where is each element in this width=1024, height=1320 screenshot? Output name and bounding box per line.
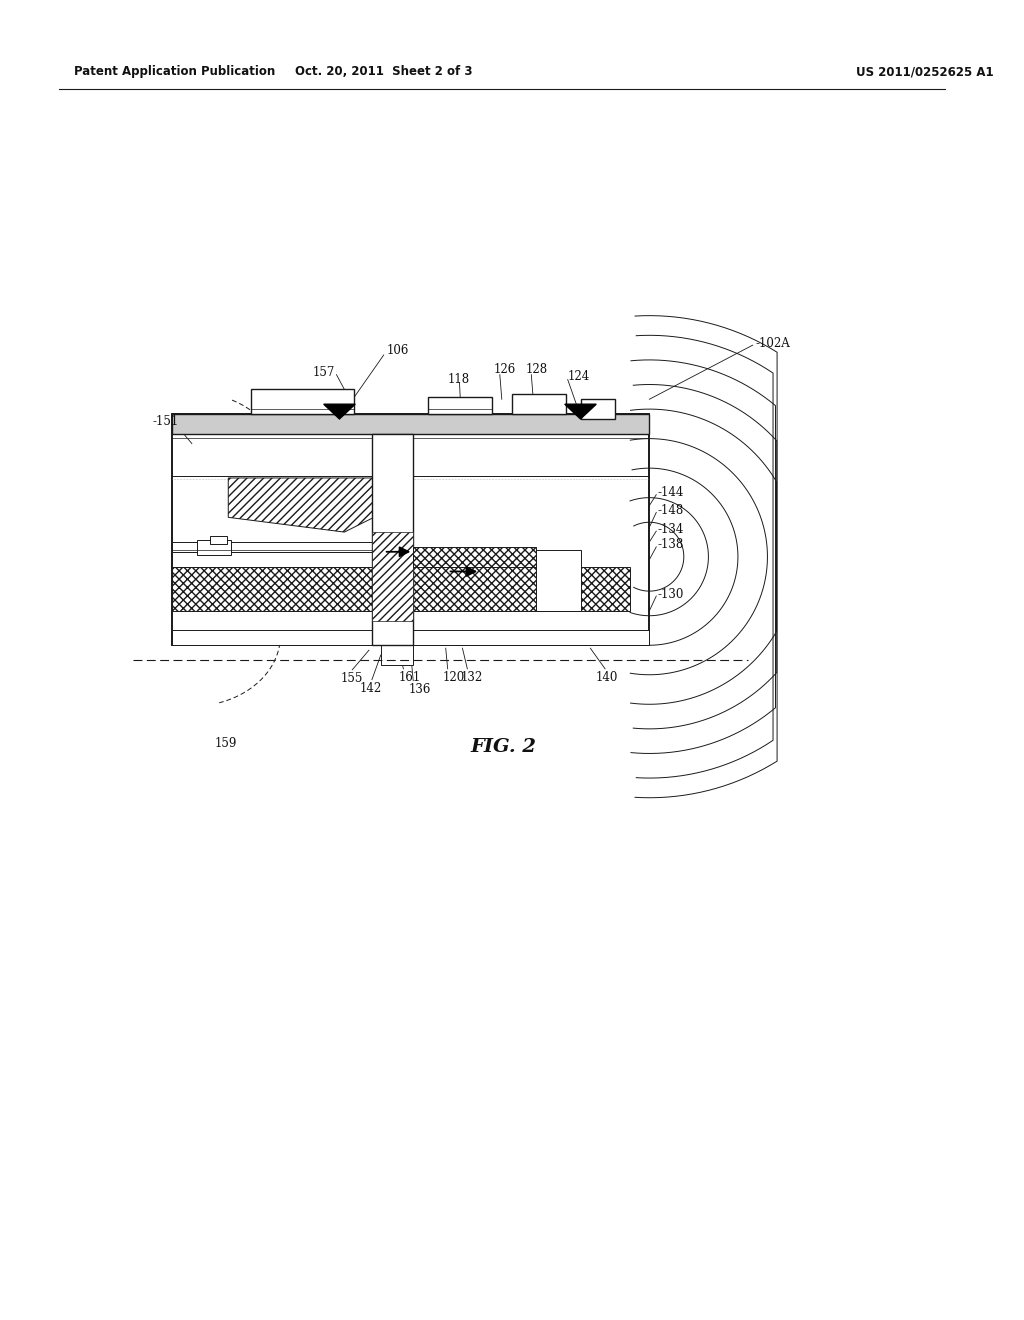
Text: 126: 126: [494, 363, 516, 376]
Polygon shape: [324, 404, 355, 418]
Bar: [172, 552, 372, 566]
Text: 136: 136: [409, 682, 431, 696]
Bar: [172, 543, 372, 552]
Bar: [172, 566, 630, 611]
Polygon shape: [565, 404, 596, 418]
Bar: [172, 414, 649, 645]
Text: 142: 142: [360, 681, 382, 694]
Bar: [414, 546, 537, 566]
Text: 155: 155: [340, 672, 362, 685]
Bar: [537, 550, 581, 611]
Text: Patent Application Publication: Patent Application Publication: [74, 65, 275, 78]
Bar: [372, 532, 414, 620]
Text: 159: 159: [214, 737, 237, 750]
Bar: [197, 540, 231, 554]
Text: 132: 132: [461, 671, 482, 684]
Bar: [172, 414, 649, 434]
Bar: [428, 397, 492, 414]
Text: -134: -134: [657, 523, 684, 536]
Text: -102A: -102A: [756, 337, 791, 350]
Bar: [381, 620, 414, 645]
Text: 157: 157: [312, 366, 335, 379]
Bar: [172, 631, 649, 645]
Text: 106: 106: [387, 343, 409, 356]
Text: US 2011/0252625 A1: US 2011/0252625 A1: [856, 65, 993, 78]
Bar: [372, 434, 414, 645]
Text: FIG. 2: FIG. 2: [471, 738, 537, 755]
Bar: [210, 536, 227, 544]
Text: -148: -148: [657, 504, 683, 517]
Bar: [512, 395, 565, 414]
Text: 128: 128: [525, 363, 548, 376]
Text: -138: -138: [657, 539, 683, 552]
Polygon shape: [228, 478, 374, 532]
Bar: [381, 645, 414, 665]
Text: Oct. 20, 2011  Sheet 2 of 3: Oct. 20, 2011 Sheet 2 of 3: [295, 65, 472, 78]
Bar: [251, 389, 354, 414]
Text: -130: -130: [657, 587, 684, 601]
Text: -144: -144: [657, 486, 684, 499]
Text: -151: -151: [153, 416, 179, 429]
Text: 140: 140: [595, 671, 617, 684]
Text: 118: 118: [447, 374, 470, 385]
Bar: [581, 399, 615, 418]
Text: 124: 124: [567, 370, 590, 383]
Text: 120: 120: [442, 671, 465, 684]
Text: 161: 161: [398, 671, 421, 684]
